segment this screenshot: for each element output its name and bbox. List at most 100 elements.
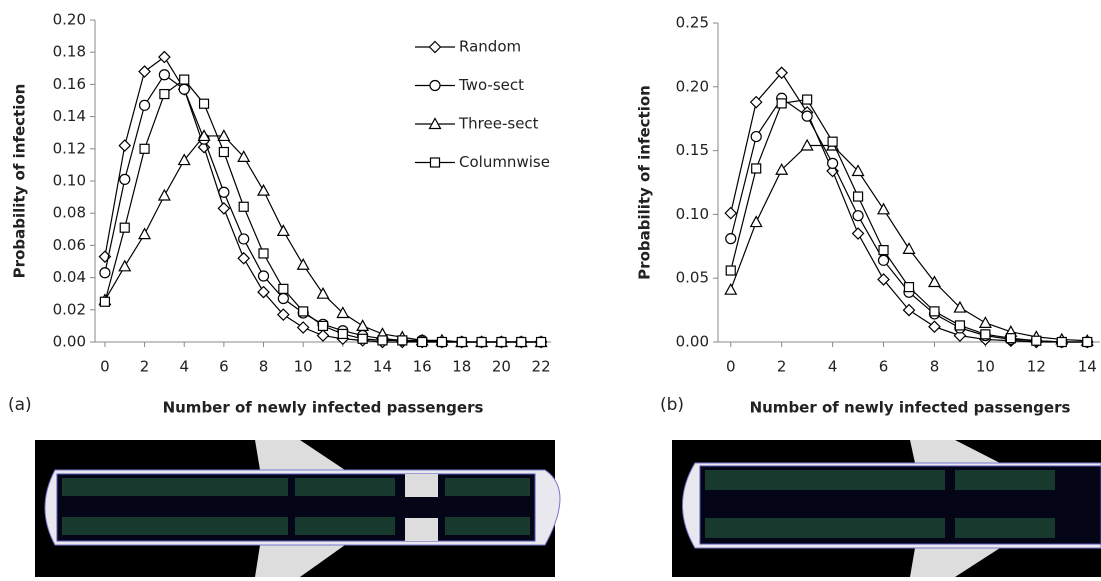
marker bbox=[516, 336, 527, 348]
marker bbox=[197, 140, 211, 154]
series-line bbox=[104, 56, 542, 343]
marker bbox=[139, 143, 150, 154]
marker bbox=[336, 306, 350, 319]
marker bbox=[296, 257, 310, 270]
marker bbox=[749, 215, 763, 228]
marker bbox=[257, 285, 270, 299]
x-tick-label: 14 bbox=[1078, 358, 1097, 376]
y-axis-title: Probability of infection bbox=[11, 84, 29, 279]
y-tick-label: 0.02 bbox=[53, 300, 86, 318]
marker bbox=[257, 183, 271, 196]
marker bbox=[258, 248, 269, 259]
marker bbox=[158, 50, 171, 64]
aircraft-a bbox=[35, 440, 561, 577]
x-tick-label: 10 bbox=[294, 358, 313, 376]
marker bbox=[357, 333, 368, 344]
marker bbox=[877, 273, 890, 286]
marker bbox=[902, 303, 916, 317]
y-tick-label: 0.00 bbox=[676, 333, 709, 351]
y-tick-label: 0.20 bbox=[676, 77, 709, 95]
marker bbox=[257, 270, 270, 282]
x-tick-label: 2 bbox=[777, 358, 787, 376]
legend-label: Columnwise bbox=[459, 153, 550, 171]
marker bbox=[800, 138, 814, 151]
marker bbox=[456, 336, 467, 348]
marker bbox=[776, 98, 787, 109]
marker bbox=[177, 153, 191, 166]
marker bbox=[356, 319, 370, 331]
marker bbox=[298, 306, 309, 317]
x-tick-label: 4 bbox=[828, 358, 838, 376]
marker bbox=[397, 335, 408, 346]
legend-item: Two-sect bbox=[415, 76, 524, 94]
marker bbox=[178, 83, 190, 95]
marker bbox=[119, 222, 130, 233]
marker bbox=[953, 300, 967, 313]
marker bbox=[724, 206, 738, 220]
marker bbox=[237, 251, 251, 265]
chart: 0.00 0.05 0.10 0.15 0.20 0.25 0 2 4 6 8 10 12 14 Proba… bbox=[636, 14, 1100, 417]
marker bbox=[317, 320, 329, 331]
marker bbox=[138, 99, 151, 111]
marker bbox=[119, 173, 131, 185]
marker bbox=[316, 286, 330, 299]
marker bbox=[276, 308, 290, 321]
marker bbox=[277, 292, 289, 305]
x-tick-label: 6 bbox=[879, 358, 889, 376]
marker bbox=[802, 94, 813, 105]
panel-label: (a) bbox=[8, 395, 32, 415]
marker bbox=[118, 139, 132, 152]
marker bbox=[337, 328, 348, 340]
y-tick-label: 0.15 bbox=[676, 141, 709, 159]
marker bbox=[377, 335, 388, 346]
marker bbox=[316, 329, 330, 342]
marker bbox=[851, 164, 865, 177]
marker bbox=[417, 336, 428, 348]
marker bbox=[852, 210, 864, 222]
marker bbox=[157, 188, 171, 201]
marker bbox=[99, 296, 111, 307]
marker bbox=[217, 202, 231, 215]
y-tick-label: 0.18 bbox=[53, 43, 86, 61]
marker bbox=[980, 329, 991, 340]
y-tick-label: 0.06 bbox=[53, 236, 86, 254]
marker bbox=[775, 162, 789, 175]
x-axis-title: Number of newly infected passengers bbox=[750, 399, 1071, 417]
marker bbox=[826, 157, 839, 169]
x-tick-label: 6 bbox=[219, 358, 229, 376]
y-tick-label: 0.00 bbox=[53, 333, 86, 351]
marker bbox=[903, 282, 915, 293]
marker bbox=[217, 129, 231, 142]
marker bbox=[118, 259, 132, 272]
marker bbox=[927, 275, 941, 288]
y-tick-label: 0.20 bbox=[53, 11, 86, 29]
x-tick-label: 2 bbox=[140, 358, 150, 376]
y-tick-label: 0.05 bbox=[676, 269, 709, 287]
legend-label: Random bbox=[459, 38, 521, 56]
marker bbox=[496, 336, 507, 348]
legend-marker bbox=[429, 79, 441, 92]
marker bbox=[476, 336, 487, 348]
x-tick-label: 0 bbox=[100, 358, 110, 376]
y-tick-label: 0.08 bbox=[53, 204, 86, 222]
marker bbox=[851, 227, 865, 240]
y-tick-label: 0.10 bbox=[676, 205, 709, 223]
x-tick-label: 12 bbox=[333, 358, 352, 376]
marker bbox=[878, 245, 889, 256]
y-axis-title: Probability of infection bbox=[636, 85, 654, 280]
x-tick-label: 20 bbox=[492, 358, 511, 376]
x-tick-label: 22 bbox=[532, 358, 551, 376]
marker bbox=[237, 150, 251, 162]
chart: 0.00 0.02 0.04 0.06 0.08 0.10 0.12 0.14 0.16 0.18… bbox=[8, 11, 551, 417]
marker bbox=[278, 283, 289, 294]
marker bbox=[751, 163, 762, 174]
marker bbox=[218, 146, 229, 158]
marker bbox=[749, 95, 763, 109]
marker bbox=[158, 69, 170, 81]
marker bbox=[159, 88, 170, 100]
marker bbox=[724, 282, 738, 295]
marker bbox=[198, 98, 210, 109]
marker bbox=[276, 224, 290, 237]
